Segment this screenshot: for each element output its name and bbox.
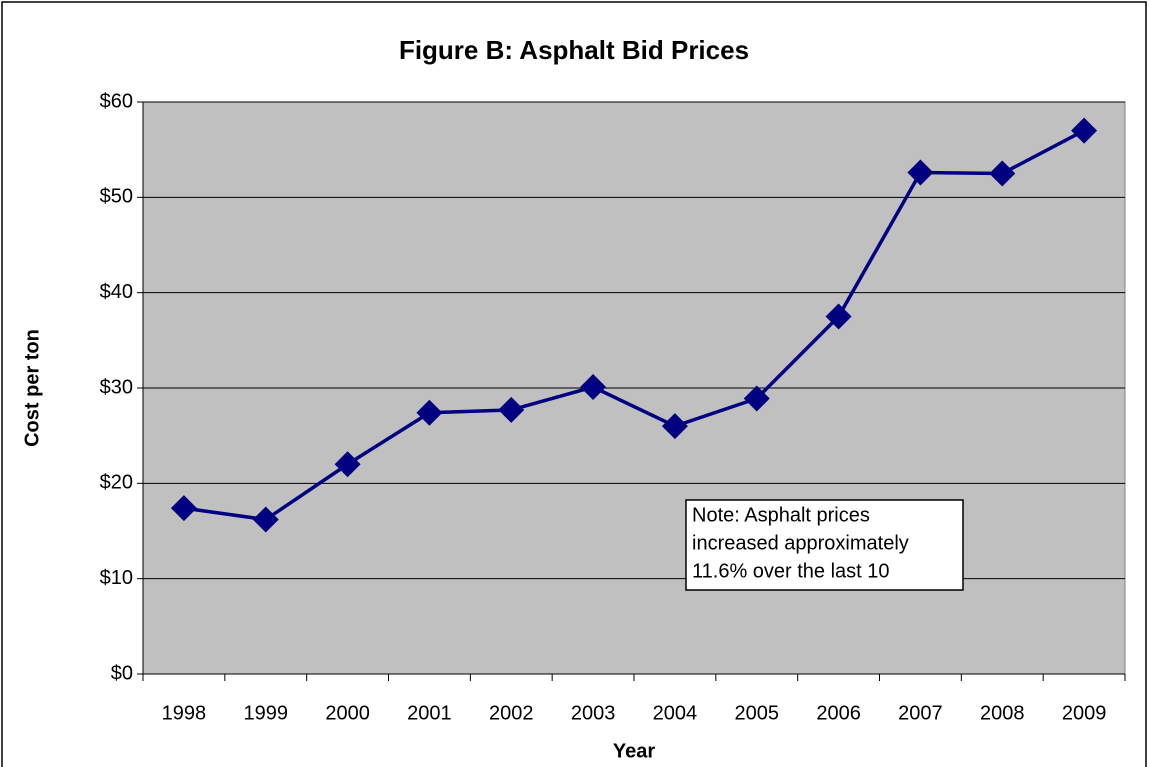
marker bbox=[416, 399, 443, 426]
marker bbox=[743, 385, 770, 412]
x-tick-label: 1999 bbox=[244, 702, 289, 724]
marker bbox=[170, 495, 197, 522]
y-tick-label: $30 bbox=[100, 376, 133, 398]
y-tick-label: $50 bbox=[100, 186, 133, 208]
y-tick-label: $40 bbox=[100, 281, 133, 303]
annotation-text: Note: Asphalt prices bbox=[692, 504, 870, 526]
x-tick-label: 2005 bbox=[735, 702, 780, 724]
y-axis-label: Cost per ton bbox=[21, 329, 43, 447]
x-tick-label: 2000 bbox=[325, 702, 370, 724]
y-tick-label: $0 bbox=[111, 662, 133, 684]
marker bbox=[252, 506, 279, 533]
x-tick-label: 2004 bbox=[653, 702, 698, 724]
marker bbox=[825, 303, 852, 330]
marker bbox=[989, 160, 1016, 187]
chart-title: Figure B: Asphalt Bid Prices bbox=[399, 35, 749, 65]
annotation-box bbox=[685, 499, 964, 591]
y-tick-label: $60 bbox=[100, 90, 133, 112]
marker bbox=[907, 159, 934, 186]
annotation-text: 11.6% over the last 10 bbox=[692, 560, 890, 582]
marker bbox=[661, 413, 688, 440]
x-tick-label: 2003 bbox=[571, 702, 616, 724]
x-axis-label: Year bbox=[613, 740, 655, 762]
x-tick-label: 1998 bbox=[162, 702, 207, 724]
x-tick-label: 2007 bbox=[898, 702, 943, 724]
x-tick-label: 2002 bbox=[489, 702, 534, 724]
series-line bbox=[183, 129, 1085, 522]
x-tick-label: 2006 bbox=[816, 702, 861, 724]
marker bbox=[1071, 117, 1098, 144]
marker bbox=[580, 374, 607, 401]
x-tick-label: 2001 bbox=[407, 702, 452, 724]
y-tick-label: $20 bbox=[100, 472, 133, 494]
marker bbox=[498, 396, 525, 423]
annotation-text: increased approximately bbox=[692, 532, 909, 554]
x-tick-label: 2009 bbox=[1062, 702, 1107, 724]
marker bbox=[334, 451, 361, 478]
x-tick-label: 2008 bbox=[980, 702, 1025, 724]
y-tick-label: $10 bbox=[100, 567, 133, 589]
